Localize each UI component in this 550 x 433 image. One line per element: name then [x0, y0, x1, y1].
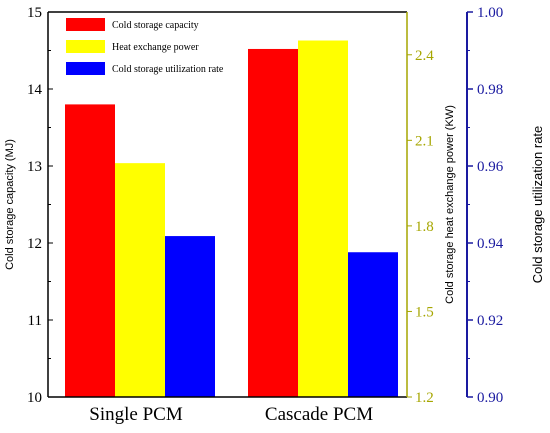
- right1-axis-label: Cold storage heat exchange power (KW): [444, 105, 456, 304]
- bars-layer: [65, 40, 398, 398]
- left-tick-label: 11: [28, 313, 42, 329]
- bar-right1-1: [298, 40, 348, 397]
- right2-axis-label: Cold storage utilization rate: [530, 126, 545, 284]
- right1-tick-label: 2.1: [415, 133, 434, 149]
- right2-tick-label: 1.00: [477, 5, 503, 21]
- left-tick-label: 10: [27, 390, 42, 406]
- right1-tick-label: 2.4: [415, 48, 434, 64]
- right2-tick-label: 0.98: [477, 82, 503, 98]
- right1-tick-label: 1.2: [415, 390, 434, 406]
- legend-label: Heat exchange power: [112, 42, 199, 53]
- bar-right2-0: [165, 236, 215, 397]
- legend-label: Cold storage capacity: [112, 20, 199, 31]
- right1-tick-label: 1.8: [415, 219, 434, 235]
- legend: Cold storage capacity Heat exchange power…: [66, 18, 224, 75]
- right2-tick-label: 0.94: [477, 236, 504, 252]
- right2-tick-label: 0.90: [477, 390, 503, 406]
- left-tick-label: 15: [27, 5, 42, 21]
- left-tick-label: 14: [27, 82, 43, 98]
- left-tick-label: 12: [27, 236, 42, 252]
- bar-left-0: [65, 104, 115, 398]
- bar-left-1: [248, 48, 298, 398]
- legend-swatch: [66, 62, 105, 75]
- right2-tick-label: 0.92: [477, 313, 503, 329]
- bar-right2-1: [348, 252, 398, 397]
- right2-tick-label: 0.96: [477, 159, 504, 175]
- axes-layer: 10 11 12 13 14 15 1.2 1.5 1.8 2.1 2.4 0.90 0.92 0.94 0…: [4, 5, 545, 425]
- legend-swatch: [66, 40, 105, 53]
- bar-right1-0: [115, 163, 165, 397]
- category-label: Cascade PCM: [265, 404, 373, 425]
- legend-label: Cold storage utilization rate: [112, 64, 224, 75]
- right1-tick-label: 1.5: [415, 304, 434, 320]
- left-axis-label: Cold storage capacity (MJ): [4, 139, 16, 270]
- legend-swatch: [66, 18, 105, 31]
- left-tick-label: 13: [27, 159, 42, 175]
- category-label: Single PCM: [89, 404, 183, 425]
